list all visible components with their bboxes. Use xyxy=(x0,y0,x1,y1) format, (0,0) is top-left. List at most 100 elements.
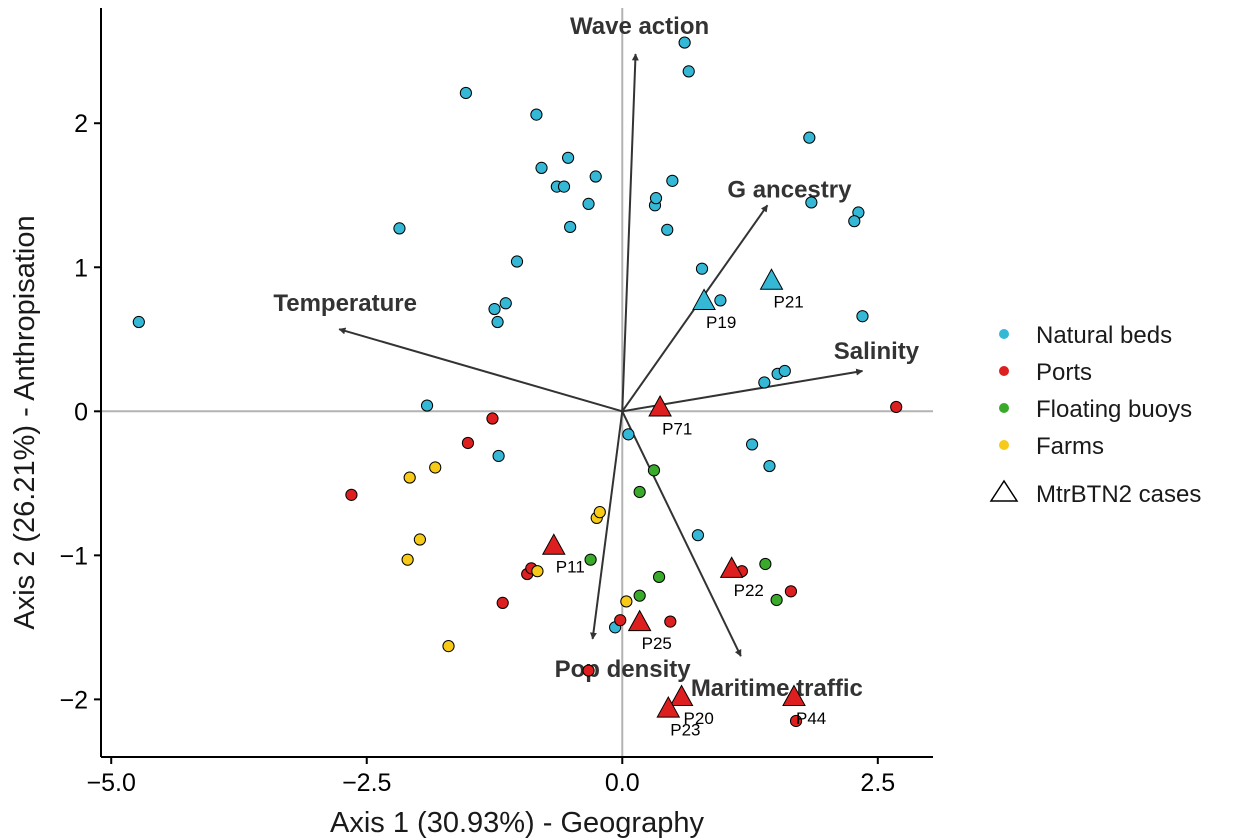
point-natural-beds-22 xyxy=(714,294,727,307)
case-label-p21: P21 xyxy=(774,293,804,312)
legend-label-mtrbtn2-cases: MtrBTN2 cases xyxy=(1036,481,1201,508)
point-ports-3 xyxy=(345,488,358,501)
point-farms-2 xyxy=(413,533,426,546)
vector-arrow-pop-density xyxy=(589,411,624,640)
point-natural-beds-35 xyxy=(763,459,776,473)
legend: Natural beds Ports Floating buoys Farms MtrB… xyxy=(989,322,1201,508)
point-ports-12 xyxy=(789,714,803,728)
case-marker-p11 xyxy=(541,533,566,555)
point-farms-5 xyxy=(593,506,606,519)
x-tick-label: 0.0 xyxy=(605,769,640,797)
point-ports-11 xyxy=(582,664,595,677)
point-natural-beds-15 xyxy=(678,36,691,49)
y-tick-label: 1 xyxy=(74,254,88,282)
x-tick-label: −2.5 xyxy=(342,769,391,797)
point-natural-beds-21 xyxy=(695,262,709,275)
vector-label-salinity: Salinity xyxy=(834,338,920,365)
case-label-p22: P22 xyxy=(734,581,764,600)
legend-label-farms: Farms xyxy=(1036,433,1104,460)
point-natural-beds-3 xyxy=(530,108,543,121)
vector-arrow-wave-action xyxy=(621,53,639,412)
point-floating-buoys-2 xyxy=(584,553,597,566)
point-natural-beds-27 xyxy=(856,310,869,323)
point-ports-2 xyxy=(461,436,475,450)
y-tick-label: −1 xyxy=(59,542,88,570)
x-tick-label: 2.5 xyxy=(860,769,895,797)
point-natural-beds-26 xyxy=(848,215,861,228)
point-natural-beds-30 xyxy=(778,364,791,378)
y-tick-label: −2 xyxy=(59,686,88,714)
point-natural-beds-10 xyxy=(589,170,602,183)
point-natural-beds-4 xyxy=(535,161,548,174)
point-ports-10 xyxy=(784,585,798,598)
point-natural-beds-2 xyxy=(459,86,472,100)
point-natural-beds-36 xyxy=(691,529,705,542)
case-marker-p19 xyxy=(692,288,716,310)
case-label-p44: P44 xyxy=(796,709,826,728)
zero-reference-lines xyxy=(101,8,933,757)
case-marker-p23 xyxy=(656,696,681,718)
case-label-p71: P71 xyxy=(662,419,692,438)
point-natural-beds-32 xyxy=(492,449,505,463)
point-natural-beds-34 xyxy=(745,438,759,451)
legend-label-floating-buoys: Floating buoys xyxy=(1036,396,1192,423)
point-natural-beds-16 xyxy=(682,65,695,78)
vector-label-pop-density: Pop density xyxy=(555,656,692,683)
point-natural-beds-33 xyxy=(622,428,635,441)
y-tick-label: 2 xyxy=(74,110,88,138)
environmental-vectors: Wave action G ancestry Temperature Salinity… xyxy=(273,13,919,702)
point-farms-8 xyxy=(442,639,455,653)
point-ports-8 xyxy=(664,615,677,628)
point-floating-buoys-0 xyxy=(647,464,661,477)
legend-swatch-natural-beds xyxy=(999,329,1009,339)
case-marker-p25 xyxy=(627,609,652,632)
point-natural-beds-19 xyxy=(666,174,679,187)
vector-label-wave-action: Wave action xyxy=(570,13,709,40)
case-label-p23: P23 xyxy=(670,720,700,739)
point-farms-7 xyxy=(620,595,633,608)
point-natural-beds-18 xyxy=(649,192,663,205)
point-natural-beds-1 xyxy=(393,222,406,235)
point-natural-beds-11 xyxy=(510,255,524,268)
case-label-p25: P25 xyxy=(642,634,672,653)
point-natural-beds-12 xyxy=(499,297,512,310)
point-floating-buoys-4 xyxy=(633,589,646,602)
case-marker-p44 xyxy=(782,684,806,707)
point-farms-1 xyxy=(429,461,442,474)
point-farms-3 xyxy=(401,553,414,566)
point-natural-beds-28 xyxy=(758,376,771,389)
point-ports-0 xyxy=(890,400,903,414)
vector-label-g-ancestry: G ancestry xyxy=(727,176,852,203)
point-natural-beds-13 xyxy=(488,302,501,316)
vector-label-temperature: Temperature xyxy=(273,290,417,317)
point-natural-beds-23 xyxy=(803,131,816,144)
point-floating-buoys-6 xyxy=(770,593,783,607)
case-marker-p21 xyxy=(759,268,784,290)
legend-swatch-mtrbtn2-cases xyxy=(989,479,1019,502)
axes: −5.0 −2.5 0.0 2.5 −2 −1 0 1 2 Axis 1 (30.93%) - G… xyxy=(9,8,933,839)
legend-swatch-ports xyxy=(999,366,1009,376)
point-natural-beds-31 xyxy=(420,399,434,412)
legend-swatch-farms xyxy=(999,440,1009,450)
point-natural-beds-14 xyxy=(491,315,504,329)
point-natural-beds-20 xyxy=(661,223,674,236)
case-label-p20: P20 xyxy=(684,709,714,728)
point-floating-buoys-5 xyxy=(759,557,772,571)
y-tick-label: 0 xyxy=(74,398,88,426)
case-label-p11: P11 xyxy=(556,558,585,577)
point-farms-0 xyxy=(403,471,416,484)
point-ports-1 xyxy=(486,412,499,425)
x-axis-title: Axis 1 (30.93%) - Geography xyxy=(330,807,704,839)
point-natural-beds-8 xyxy=(564,220,577,234)
legend-swatch-floating-buoys xyxy=(999,403,1009,413)
point-natural-beds-5 xyxy=(562,151,575,164)
point-floating-buoys-3 xyxy=(652,570,666,584)
y-axis-title: Axis 2 (26.21%) - Anthropisation xyxy=(9,215,41,629)
case-marker-p20 xyxy=(669,684,694,707)
point-natural-beds-7 xyxy=(557,180,571,193)
legend-label-ports: Ports xyxy=(1036,359,1092,386)
vector-arrow-temperature xyxy=(338,327,623,413)
point-farms-6 xyxy=(531,565,544,578)
case-marker-p71 xyxy=(648,394,672,417)
